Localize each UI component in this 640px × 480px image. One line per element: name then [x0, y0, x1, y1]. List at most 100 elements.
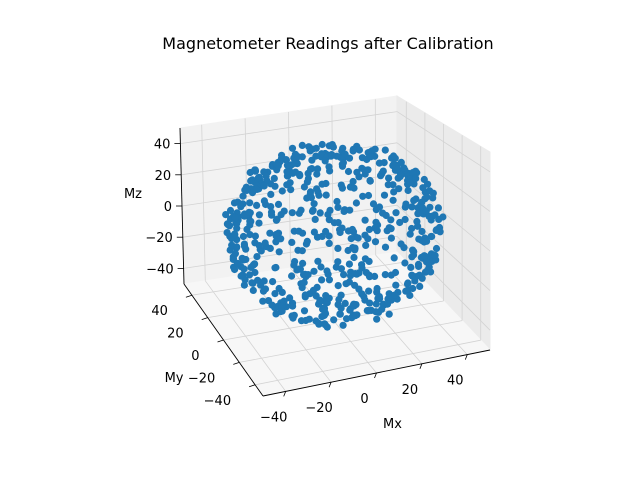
y-tick-mark: [248, 384, 256, 388]
data-point: [318, 276, 326, 284]
data-point: [379, 167, 387, 175]
data-point: [373, 284, 381, 293]
data-point: [300, 278, 308, 287]
data-point: [392, 281, 400, 289]
data-point: [372, 308, 380, 316]
data-point: [334, 219, 342, 227]
data-point: [344, 167, 353, 176]
data-point: [260, 182, 268, 190]
data-point: [401, 215, 409, 224]
data-point: [392, 209, 400, 217]
data-point: [240, 265, 248, 273]
data-point: [316, 296, 324, 304]
data-point: [262, 172, 270, 180]
data-point: [423, 193, 431, 201]
data-point: [408, 224, 416, 233]
data-point: [233, 220, 241, 228]
data-point: [353, 168, 361, 176]
grid-line-y-floor: [239, 320, 463, 363]
data-point: [412, 174, 420, 182]
data-point: [390, 188, 398, 196]
z-tick-label: −20: [145, 231, 172, 246]
data-point: [239, 232, 247, 241]
data-point: [304, 271, 312, 279]
data-point: [306, 147, 314, 155]
data-point: [404, 279, 412, 287]
data-point: [297, 317, 306, 325]
data-point: [243, 186, 251, 194]
data-point: [267, 190, 275, 198]
data-point: [406, 230, 414, 238]
x-tick-label: 20: [402, 383, 419, 398]
data-point: [364, 191, 373, 200]
data-point: [372, 206, 380, 214]
data-point: [334, 282, 342, 290]
data-point: [378, 305, 386, 313]
x-axis-label: Mx: [383, 417, 402, 432]
data-point: [237, 272, 245, 280]
data-point: [339, 159, 347, 167]
data-point: [317, 263, 325, 271]
data-point: [397, 171, 405, 179]
data-point: [268, 211, 276, 219]
data-point: [407, 263, 415, 271]
data-point: [348, 225, 356, 234]
data-point: [333, 197, 341, 206]
data-point: [328, 151, 336, 159]
data-point: [414, 210, 422, 218]
data-point: [390, 254, 398, 262]
data-point: [406, 179, 414, 187]
x-tick-mark: [328, 382, 332, 388]
data-point: [335, 295, 343, 304]
data-point: [418, 274, 426, 282]
grid-line-z: [180, 111, 398, 144]
data-points: [222, 140, 447, 331]
data-point: [314, 257, 322, 265]
data-point: [251, 166, 259, 174]
data-point: [270, 174, 278, 182]
data-point: [283, 168, 291, 176]
data-point: [325, 276, 333, 284]
data-point: [434, 204, 442, 212]
data-point: [367, 153, 375, 161]
data-point: [429, 194, 437, 202]
x-tick-label: 0: [360, 392, 368, 407]
data-point: [240, 242, 249, 250]
data-point: [318, 180, 326, 188]
data-point: [288, 238, 296, 246]
data-point: [286, 294, 294, 302]
data-point: [231, 230, 239, 239]
data-point: [384, 181, 392, 189]
data-point: [282, 156, 290, 164]
data-point: [349, 301, 357, 309]
data-point: [366, 177, 374, 185]
data-point: [322, 191, 330, 199]
data-point: [369, 200, 378, 208]
data-point: [278, 302, 286, 310]
data-point: [337, 265, 345, 273]
data-point: [371, 238, 380, 246]
data-point: [278, 307, 286, 315]
data-point: [318, 150, 326, 158]
data-point: [299, 259, 307, 267]
y-tick-mark: [201, 317, 208, 320]
data-point: [345, 260, 353, 268]
grid-line-z-side: [396, 204, 491, 291]
data-point: [278, 151, 286, 159]
data-point: [259, 297, 267, 305]
data-point: [312, 144, 320, 152]
data-point: [320, 304, 329, 313]
grid-line-y-floor: [207, 281, 425, 318]
data-point: [413, 217, 421, 226]
data-point: [432, 244, 441, 253]
data-point: [321, 321, 329, 329]
data-point: [298, 229, 307, 237]
data-point: [345, 154, 354, 162]
data-point: [416, 282, 424, 290]
data-point: [372, 300, 380, 308]
z-axis-label: Mz: [124, 187, 142, 202]
data-point: [271, 264, 279, 272]
data-point: [373, 315, 381, 323]
data-point: [358, 264, 366, 272]
